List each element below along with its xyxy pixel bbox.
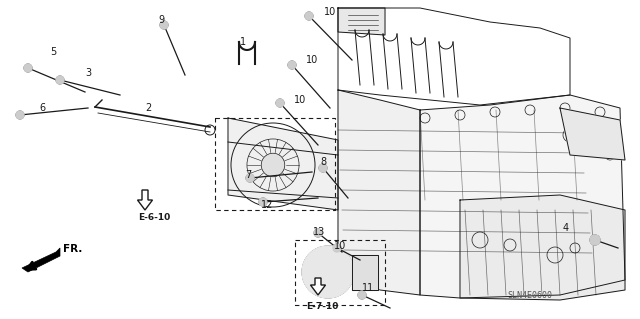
Polygon shape [338, 8, 385, 35]
Text: 1: 1 [240, 37, 246, 47]
Text: 5: 5 [50, 47, 56, 57]
Text: SLN4E0600: SLN4E0600 [508, 291, 552, 300]
Text: 3: 3 [85, 68, 91, 78]
Polygon shape [560, 108, 625, 160]
Text: 11: 11 [362, 283, 374, 293]
Text: 7: 7 [245, 170, 251, 180]
Text: 6: 6 [39, 103, 45, 113]
Text: FR.: FR. [63, 244, 83, 254]
Polygon shape [228, 118, 338, 210]
Polygon shape [460, 195, 625, 300]
Polygon shape [22, 248, 60, 272]
Circle shape [314, 229, 322, 237]
Polygon shape [352, 255, 378, 290]
Circle shape [261, 153, 285, 177]
Circle shape [160, 21, 168, 29]
Circle shape [333, 244, 341, 252]
Circle shape [16, 111, 24, 119]
Circle shape [302, 246, 354, 298]
Circle shape [319, 164, 327, 172]
Circle shape [358, 291, 366, 299]
Text: 8: 8 [320, 157, 326, 167]
Text: 13: 13 [313, 227, 325, 237]
Circle shape [288, 61, 296, 69]
Text: 10: 10 [294, 95, 306, 105]
Text: 2: 2 [145, 103, 151, 113]
Circle shape [305, 12, 313, 20]
Polygon shape [338, 90, 420, 295]
Polygon shape [420, 95, 625, 298]
Text: E-6-10: E-6-10 [138, 213, 170, 222]
Polygon shape [138, 190, 152, 210]
Text: 9: 9 [158, 15, 164, 25]
Text: E-7-10: E-7-10 [306, 302, 339, 311]
Text: 10: 10 [334, 241, 346, 251]
Circle shape [259, 198, 267, 206]
Polygon shape [310, 278, 326, 295]
Circle shape [56, 76, 64, 84]
Circle shape [24, 64, 32, 72]
Text: 10: 10 [306, 55, 318, 65]
Circle shape [590, 235, 600, 245]
Circle shape [246, 174, 254, 182]
Text: 4: 4 [563, 223, 569, 233]
Text: 12: 12 [261, 200, 273, 210]
Text: 10: 10 [324, 7, 336, 17]
Circle shape [276, 99, 284, 107]
